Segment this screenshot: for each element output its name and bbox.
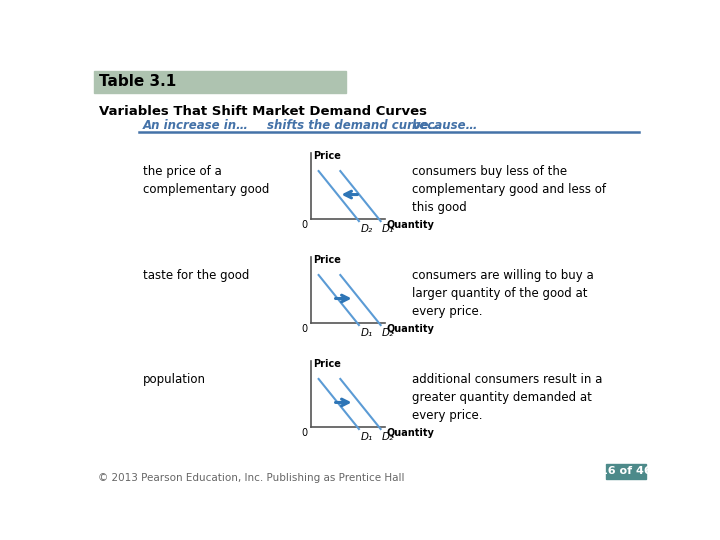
Text: population: population — [143, 373, 206, 386]
Text: D₁: D₁ — [382, 224, 395, 234]
Text: Price: Price — [313, 151, 341, 161]
Text: consumers are willing to buy a
larger quantity of the good at
every price.: consumers are willing to buy a larger qu… — [412, 269, 593, 318]
Text: consumers buy less of the
complementary good and less of
this good: consumers buy less of the complementary … — [412, 165, 606, 214]
Text: D₂: D₂ — [382, 328, 395, 338]
Text: D₁: D₁ — [361, 432, 373, 442]
Text: Price: Price — [313, 255, 341, 265]
Text: D₂: D₂ — [382, 432, 395, 442]
Text: D₂: D₂ — [361, 224, 373, 234]
Text: 0: 0 — [302, 428, 307, 438]
Text: additional consumers result in a
greater quantity demanded at
every price.: additional consumers result in a greater… — [412, 373, 602, 422]
Text: Table 3.1: Table 3.1 — [99, 74, 176, 89]
Text: An increase in…: An increase in… — [143, 119, 248, 132]
Bar — [606, 464, 647, 479]
Text: Price: Price — [313, 359, 341, 369]
Text: Quantity: Quantity — [386, 325, 434, 334]
Text: the price of a
complementary good: the price of a complementary good — [143, 165, 269, 196]
Text: 0: 0 — [302, 220, 307, 231]
Bar — [94, 71, 346, 92]
Text: 0: 0 — [302, 325, 307, 334]
Text: because…: because… — [412, 119, 478, 132]
Text: Quantity: Quantity — [386, 428, 434, 438]
Text: D₁: D₁ — [361, 328, 373, 338]
Text: shifts the demand curve…: shifts the demand curve… — [266, 119, 440, 132]
Text: Variables That Shift Market Demand Curves: Variables That Shift Market Demand Curve… — [99, 105, 427, 118]
Text: © 2013 Pearson Education, Inc. Publishing as Prentice Hall: © 2013 Pearson Education, Inc. Publishin… — [98, 473, 404, 483]
Text: taste for the good: taste for the good — [143, 269, 249, 282]
Text: Quantity: Quantity — [386, 220, 434, 231]
Text: 16 of 46: 16 of 46 — [600, 467, 652, 476]
